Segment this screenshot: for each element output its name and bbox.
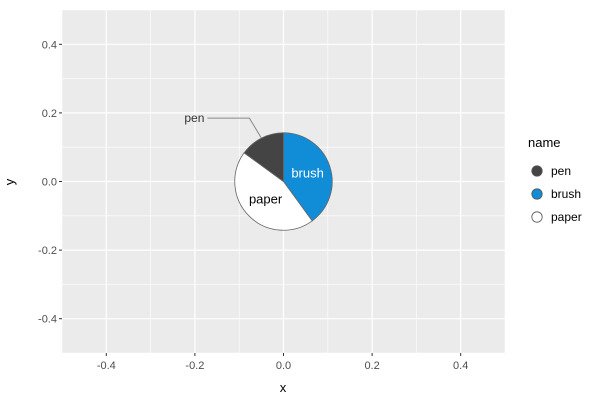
legend: name pen brush paper [528, 135, 582, 224]
y-tick-label: 0.2 [42, 108, 57, 120]
x-tick-label: -0.2 [185, 360, 204, 372]
legend-key-brush [531, 188, 543, 200]
y-tick-label: 0.0 [42, 177, 57, 189]
callout-line-pen [207, 117, 262, 139]
axis-ticks: -0.4 -0.2 0.0 0.2 0.4 0.4 0.2 0.0 -0.2 -0.4 [38, 39, 468, 372]
y-axis-title: y [2, 178, 17, 185]
y-tick-label: -0.2 [38, 245, 57, 257]
legend-label-brush: brush [551, 187, 581, 201]
pie-slice-pen [243, 132, 284, 183]
slice-label-paper: paper [249, 191, 283, 206]
pie-slice-paper [234, 152, 313, 231]
legend-title: name [528, 135, 561, 150]
x-tick-label: 0.4 [453, 360, 468, 372]
pie-slice-brush [283, 132, 333, 222]
legend-key-pen [531, 165, 543, 177]
legend-label-pen: pen [551, 164, 571, 178]
slice-labels: brush paper pen [184, 111, 324, 206]
slice-label-brush: brush [291, 166, 324, 181]
x-axis-title: x [280, 380, 287, 395]
x-tick-label: 0.2 [364, 360, 379, 372]
y-tick-label: 0.4 [42, 39, 57, 51]
y-tick-label: -0.4 [38, 314, 57, 326]
legend-key-paper [531, 211, 543, 223]
x-tick-label: -0.4 [97, 360, 116, 372]
legend-label-paper: paper [551, 210, 582, 224]
x-tick-label: 0.0 [276, 360, 291, 372]
slice-label-pen: pen [184, 111, 204, 125]
pie-slices [234, 132, 333, 231]
